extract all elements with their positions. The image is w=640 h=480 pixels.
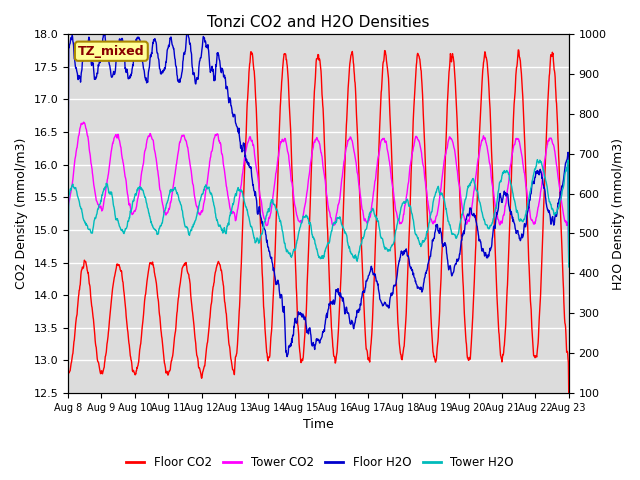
Y-axis label: CO2 Density (mmol/m3): CO2 Density (mmol/m3) [15,138,28,289]
Legend: Floor CO2, Tower CO2, Floor H2O, Tower H2O: Floor CO2, Tower CO2, Floor H2O, Tower H… [122,452,518,474]
Y-axis label: H2O Density (mmol/m3): H2O Density (mmol/m3) [612,138,625,289]
Title: Tonzi CO2 and H2O Densities: Tonzi CO2 and H2O Densities [207,15,429,30]
Text: TZ_mixed: TZ_mixed [78,45,145,58]
X-axis label: Time: Time [303,419,333,432]
